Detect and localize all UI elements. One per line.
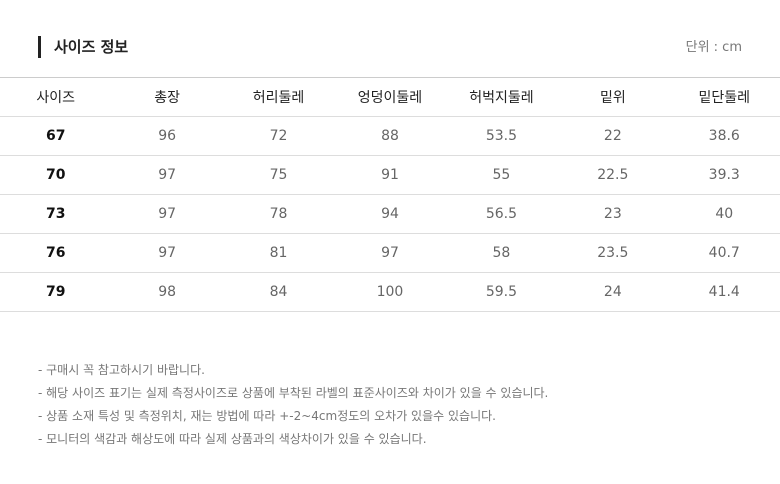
note: - 해당 사이즈 표기는 실제 측정사이즈로 상품에 부착된 라벨의 표준사이즈… [38,386,549,400]
table-cell: 96 [111,116,223,156]
table-row: 79 98 84 100 59.5 24 41.4 [0,272,780,312]
column-header: 밑위 [557,77,669,117]
table-cell: 97 [111,155,223,195]
table-cell: 39.3 [668,155,780,195]
table-cell: 100 [334,272,446,312]
table-body: 67 96 72 88 53.5 22 38.6 70 97 75 91 55 22.5 39.3 73 97… [0,116,780,312]
column-header: 밑단둘레 [668,77,780,117]
table-cell: 75 [222,155,335,195]
table-cell: 79 [0,272,112,312]
table-cell: 78 [222,194,335,234]
notes: - 구매시 꼭 참고하시기 바랍니다. - 해당 사이즈 표기는 실제 측정사이즈… [38,359,548,451]
table-row: 73 97 78 94 56.5 23 40 [0,194,780,234]
table-cell: 59.5 [445,272,558,312]
table-cell: 72 [222,116,335,156]
table-cell: 23 [557,194,669,234]
table-cell: 67 [0,116,112,156]
table-cell: 97 [334,233,446,273]
column-header: 총장 [111,77,223,117]
column-header: 허벅지둘레 [445,77,558,117]
table-cell: 73 [0,194,112,234]
table-cell: 97 [111,194,223,234]
note: - 모니터의 색감과 해상도에 따라 실제 상품과의 색상차이가 있을 수 있습… [38,432,427,446]
column-header: 사이즈 [0,77,112,117]
table-cell: 55 [445,155,558,195]
table-cell: 70 [0,155,112,195]
column-header: 허리둘레 [222,77,335,117]
table-cell: 41.4 [668,272,780,312]
note: - 상품 소재 특성 및 측정위치, 재는 방법에 따라 +-2~4cm정도의 … [38,409,496,423]
table-cell: 56.5 [445,194,558,234]
table-cell: 81 [222,233,335,273]
table-cell: 76 [0,233,112,273]
table-cell: 97 [111,233,223,273]
table-cell: 38.6 [668,116,780,156]
table-cell: 24 [557,272,669,312]
table-cell: 40 [668,194,780,234]
column-header: 엉덩이둘레 [334,77,446,117]
table-cell: 91 [334,155,446,195]
size-table: 사이즈 총장 허리둘레 엉덩이둘레 허벅지둘레 밑위 밑단둘레 67 96 72 88 53.5 22… [0,77,780,312]
table-cell: 94 [334,194,446,234]
table-cell: 22.5 [557,155,669,195]
table-row: 67 96 72 88 53.5 22 38.6 [0,116,780,156]
table-cell: 98 [111,272,223,312]
table-row: 70 97 75 91 55 22.5 39.3 [0,155,780,195]
table-cell: 84 [222,272,335,312]
title: 사이즈 정보 [38,36,128,58]
table-cell: 40.7 [668,233,780,273]
table-cell: 88 [334,116,446,156]
table-cell: 22 [557,116,669,156]
note: - 구매시 꼭 참고하시기 바랍니다. [38,363,205,377]
header-row: 사이즈 총장 허리둘레 엉덩이둘레 허벅지둘레 밑위 밑단둘레 [0,77,780,117]
unit: 단위 : cm [685,40,742,55]
table-cell: 58 [445,233,558,273]
table-row: 76 97 81 97 58 23.5 40.7 [0,233,780,273]
table-cell: 53.5 [445,116,558,156]
table-cell: 23.5 [557,233,669,273]
